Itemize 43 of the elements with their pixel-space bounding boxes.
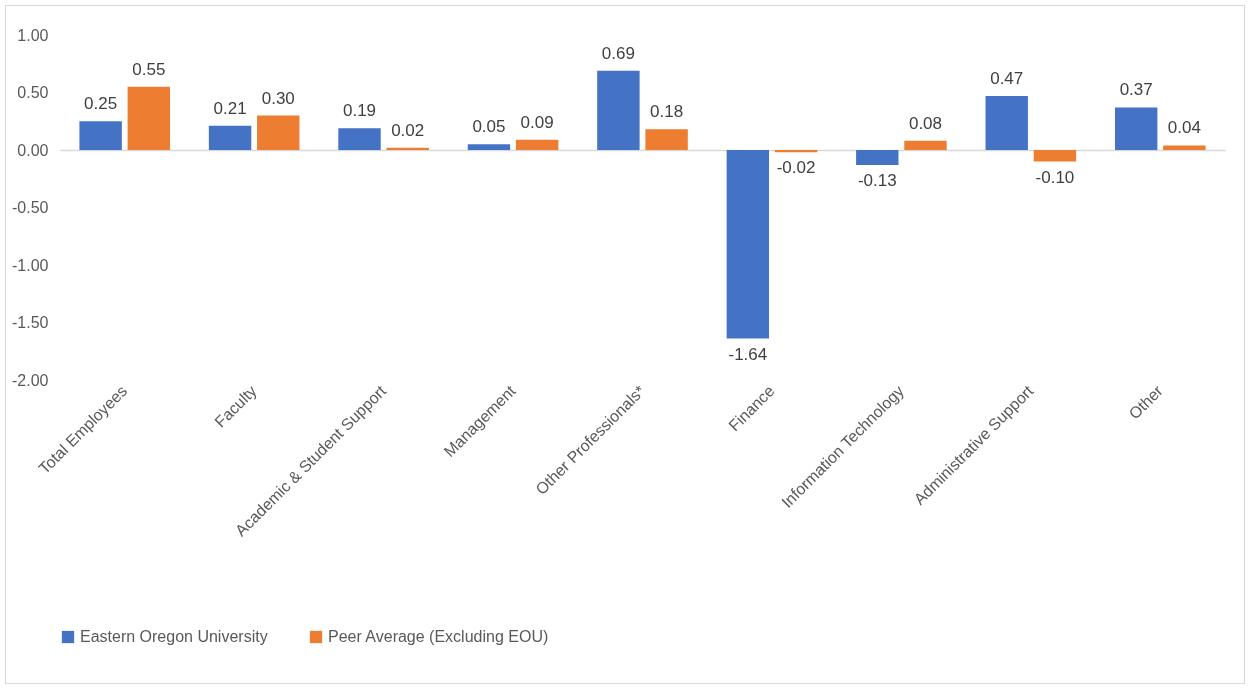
- data-label: -0.10: [1035, 167, 1075, 187]
- legend-label: Eastern Oregon University: [80, 628, 268, 645]
- data-label: 0.09: [520, 112, 554, 132]
- bar: [79, 121, 122, 150]
- data-label: 0.18: [650, 102, 684, 122]
- y-tick-label: -1.00: [12, 256, 49, 274]
- bar: [1114, 107, 1158, 150]
- data-label: 0.30: [261, 88, 295, 108]
- bar: [1163, 145, 1206, 150]
- bar: [467, 144, 511, 150]
- bar: [645, 129, 688, 150]
- data-label: -1.64: [728, 344, 768, 364]
- y-tick-label: -1.50: [12, 314, 49, 331]
- bar: [208, 125, 252, 150]
- bar: [985, 95, 1028, 150]
- y-tick-label: 1.00: [17, 26, 49, 44]
- bar: [515, 139, 559, 150]
- y-tick-label: 0.00: [17, 141, 49, 159]
- data-label: 0.37: [1119, 80, 1153, 100]
- bar: [856, 150, 899, 165]
- y-tick-label: -2.00: [12, 371, 49, 389]
- data-label: -0.02: [776, 158, 816, 178]
- bar: [904, 140, 947, 150]
- bar: [1033, 150, 1077, 162]
- bar: [726, 150, 770, 339]
- data-label: 0.21: [213, 98, 247, 118]
- data-label: 0.19: [342, 101, 377, 121]
- y-tick-label: -0.50: [12, 199, 49, 216]
- data-label: 0.02: [391, 120, 425, 140]
- bar: [338, 128, 381, 150]
- data-label: 0.25: [84, 94, 118, 114]
- data-label: 0.55: [132, 59, 166, 79]
- bar: [597, 70, 640, 150]
- legend-label: Peer Average (Excluding EOU): [328, 628, 549, 645]
- data-label: 0.05: [472, 117, 506, 137]
- data-label: 0.08: [908, 113, 943, 133]
- data-label: -0.13: [857, 170, 897, 190]
- data-label: 0.47: [990, 68, 1024, 88]
- data-label: 0.69: [601, 43, 635, 63]
- bar: [257, 115, 300, 150]
- data-label: 0.04: [1167, 118, 1201, 138]
- bar: [127, 86, 171, 150]
- y-tick-label: 0.50: [17, 84, 49, 101]
